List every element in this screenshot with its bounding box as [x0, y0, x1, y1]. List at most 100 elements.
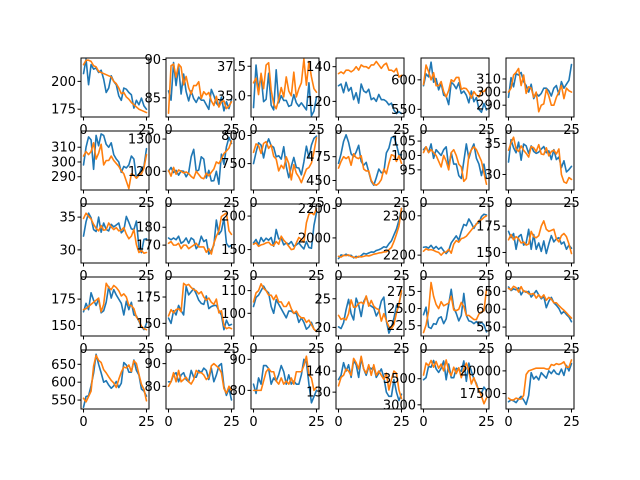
- y-tick-label: 550: [51, 394, 76, 409]
- y-tick-label: 130: [306, 386, 331, 401]
- y-tick-label: 170: [136, 239, 161, 254]
- y-tick-label: 475: [306, 150, 331, 165]
- series-line-2: [252, 355, 318, 392]
- y-tick-label: 1200: [128, 165, 161, 180]
- series-line-1: [252, 135, 318, 179]
- axes-frame: [165, 130, 235, 191]
- y-tick-label: 22.5: [387, 319, 416, 334]
- axes-frame: [80, 349, 150, 410]
- y-tick-label: 25.0: [387, 302, 416, 317]
- series-line-1: [252, 285, 318, 333]
- y-tick-label: 30: [59, 243, 76, 258]
- series-line-1: [337, 81, 403, 115]
- series-line-2: [507, 136, 573, 184]
- axes-frame: [250, 349, 320, 410]
- axes-frame: [420, 203, 490, 264]
- series-line-1: [167, 285, 233, 331]
- y-tick-label: 150: [51, 319, 76, 334]
- series-line-2: [337, 60, 403, 78]
- axes-frame: [165, 203, 235, 264]
- axes-frame: [335, 57, 405, 118]
- y-tick-label: 2200: [383, 249, 416, 264]
- axes-frame: [250, 130, 320, 191]
- y-tick-label: 100: [221, 307, 246, 322]
- series-line-2: [337, 289, 403, 330]
- axes-frame: [80, 130, 150, 191]
- y-tick-label: 90: [144, 53, 161, 68]
- axes-frame: [505, 276, 575, 337]
- axes-frame: [505, 349, 575, 410]
- x-tick-label: 0: [164, 415, 172, 430]
- x-tick-label: 0: [79, 415, 87, 430]
- series-line-2: [252, 283, 318, 333]
- series-line-1: [252, 211, 318, 250]
- y-tick-label: 300: [476, 86, 501, 101]
- series-line-2: [422, 215, 488, 256]
- y-tick-label: 35: [484, 137, 501, 152]
- series-line-2: [507, 285, 573, 319]
- series-line-2: [422, 281, 488, 334]
- subplot-r5-c2: 90 80 0 25: [144, 349, 240, 430]
- series-line-1: [252, 64, 318, 117]
- y-tick-label: 2300: [383, 209, 416, 224]
- axes-frame: [165, 349, 235, 410]
- axes-frame: [80, 57, 150, 118]
- series-line-2: [422, 359, 488, 405]
- series-line-1: [167, 217, 233, 255]
- subplot-r1-c3: 37.535.00 25: [217, 57, 325, 138]
- series-line-1: [507, 228, 573, 255]
- series-line-1: [82, 58, 148, 111]
- y-tick-label: 2200: [298, 202, 331, 217]
- subplot-r5-c4: 140 1300 25: [306, 349, 410, 430]
- x-tick-label: 0: [334, 415, 342, 430]
- y-tick-label: 175: [51, 293, 76, 308]
- y-tick-label: 80: [144, 380, 161, 395]
- x-tick-label: 0: [504, 415, 512, 430]
- x-tick-label: 0: [419, 415, 427, 430]
- y-tick-label: 95: [399, 163, 416, 178]
- axes-frame: [165, 276, 235, 337]
- y-tick-label: 300: [51, 155, 76, 170]
- y-tick-label: 200: [221, 210, 246, 225]
- axes-frame: [335, 203, 405, 264]
- series-line-2: [82, 212, 148, 254]
- axes-frame: [80, 276, 150, 337]
- series-line-1: [82, 353, 148, 409]
- axes-frame: [80, 203, 150, 264]
- y-tick-label: 600: [476, 303, 501, 318]
- y-tick-label: 750: [221, 157, 246, 172]
- y-tick-label: 3000: [383, 398, 416, 413]
- axes-frame: [335, 276, 405, 337]
- y-tick-label: 310: [51, 141, 76, 156]
- series-line-2: [252, 58, 318, 110]
- series-line-1: [167, 362, 233, 401]
- series-line-2: [82, 142, 148, 190]
- series-line-1: [82, 133, 148, 179]
- x-tick-label: 25: [223, 415, 240, 430]
- series-line-2: [82, 59, 148, 114]
- axes-frame: [420, 130, 490, 191]
- series-line-2: [167, 282, 233, 330]
- y-tick-label: 290: [51, 170, 76, 185]
- series-line-1: [252, 358, 318, 404]
- y-tick-label: 1300: [128, 133, 161, 148]
- y-tick-label: 175: [136, 291, 161, 306]
- series-line-1: [507, 138, 573, 173]
- series-line-1: [422, 61, 488, 114]
- subplot-r5-c3: 90 80 0 25: [229, 349, 325, 430]
- y-tick-label: 140: [306, 60, 331, 75]
- x-tick-label: 25: [138, 415, 155, 430]
- series-line-2: [507, 359, 573, 401]
- axes-frame: [505, 203, 575, 264]
- x-tick-label: 25: [393, 415, 410, 430]
- y-tick-label: 290: [476, 99, 501, 114]
- y-tick-label: 20000: [460, 364, 501, 379]
